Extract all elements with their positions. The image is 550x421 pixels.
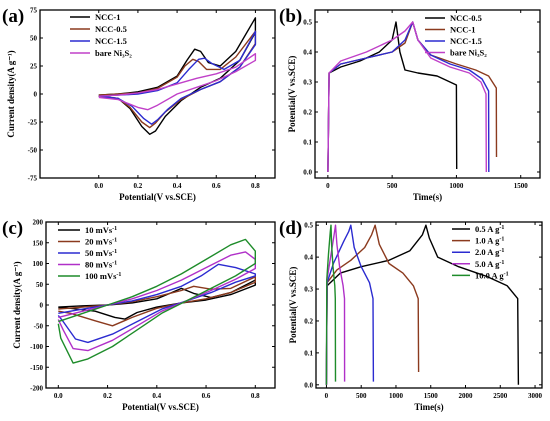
panel-c-series-line-5 (57, 238, 257, 364)
panel-c-y-tick-label: 0 (40, 302, 44, 310)
panel-c-y-tick-label: 150 (33, 239, 44, 247)
panel-c-y-tick-label: 50 (36, 281, 44, 289)
panel-b-y-tick-label: 0.1 (303, 139, 312, 147)
panel-d-y-tick-label: 0.0 (304, 381, 313, 389)
panel-b-y-tick-label: 0.4 (303, 49, 312, 57)
panel-a-legend-label-2: NCC-0.5 (95, 24, 127, 34)
panel-b-x-tick-label: 1500 (514, 182, 529, 190)
panel-c-y-tick-label: -200 (30, 385, 43, 393)
panel-a-y-tick-label: -50 (28, 147, 38, 155)
panel-b-legend-label-4: bare Ni₃S₂ (450, 48, 487, 58)
panel-c-x-tick-label: 0.8 (251, 392, 260, 400)
panel-a-x-tick-label: 0.6 (212, 182, 221, 190)
panel-a-legend-label-4: bare Ni₃S₂ (95, 48, 132, 58)
panel-d-legend-label-4: 5.0 A g-1 (475, 259, 504, 269)
panel-d-x-tick-label: 1000 (389, 392, 404, 400)
panel-a-legend-label-1: NCC-1 (95, 12, 121, 22)
panel-b-x-tick-label: 1000 (449, 182, 464, 190)
panel-d-x-tick-label: 2000 (459, 392, 474, 400)
panel-c-y-tick-label: -150 (30, 364, 43, 372)
panel-a-y-tick-label: -75 (28, 175, 38, 183)
panel-d-y-tick-label: 0.3 (304, 286, 313, 294)
panel-b-series-line-1 (327, 21, 458, 173)
panel-a-y-tick-label: 50 (30, 35, 38, 43)
panel-d-series-line-3 (325, 224, 375, 385)
panel-a-y-tick-label: 0 (34, 91, 38, 99)
panel-d-series-line-1 (325, 224, 520, 385)
panel-d-legend-label-3: 2.0 A g-1 (475, 247, 504, 257)
panel-b-x-tick-label: 0 (326, 182, 330, 190)
panel-d-legend-label-5: 10.0 A g-1 (475, 270, 509, 280)
panel-c-series-line-3 (57, 263, 257, 344)
panel-c-legend-label-5: 100 mVs-1 (85, 271, 121, 281)
panel-c-y-tick-label: 100 (33, 260, 44, 268)
panel-c-series-line-4 (57, 251, 257, 352)
panel-d-x-tick-label: 0 (325, 392, 329, 400)
panel-d-letter: (d) (279, 218, 302, 239)
panel-a-series-line-3 (98, 30, 257, 125)
panel-b-y-tick-label: 0.0 (303, 169, 312, 177)
panel-c-x-tick-label: 0.4 (152, 392, 161, 400)
panel-c-y-axis-title: Current density(A g⁻¹) (12, 261, 22, 348)
panel-b-letter: (b) (279, 6, 302, 27)
panel-b-legend-label-2: NCC-1 (450, 25, 476, 35)
panel-a-legend-label-3: NCC-1.5 (95, 36, 127, 46)
panel-d-series-line-5 (325, 224, 337, 385)
panel-a-series-line-1 (98, 17, 257, 136)
panel-c-y-tick-label: 200 (33, 219, 44, 227)
panel-b-y-tick-label: 0.5 (303, 19, 312, 27)
panel-a-x-tick-label: 0.0 (94, 182, 103, 190)
panel-c-x-tick-label: 0.2 (103, 392, 112, 400)
panel-c-y-tick-label: -100 (30, 343, 43, 351)
panel-d-y-tick-label: 0.5 (304, 222, 313, 230)
panel-b-legend-label-1: NCC-0.5 (450, 13, 482, 23)
panel-b-y-tick-label: 0.3 (303, 79, 312, 87)
panel-c-x-tick-label: 0.6 (202, 392, 211, 400)
panel-b-y-axis-title: Potential(V vs.SCE) (287, 56, 297, 133)
panel-d-plot-frame (315, 221, 543, 389)
panel-b-series-line-4 (327, 21, 487, 173)
panel-b-legend-label-3: NCC-1.5 (450, 36, 482, 46)
panel-d-x-tick-label: 500 (356, 392, 367, 400)
panel-b-y-tick-label: 0.2 (303, 109, 312, 117)
panel-a-y-tick-label: 25 (30, 63, 38, 71)
panel-c-legend-label-3: 50 mVs-1 (85, 248, 117, 258)
panel-a-series-line-4 (98, 53, 257, 111)
panel-b-plot-frame (314, 9, 541, 179)
panel-c-letter: (c) (2, 218, 23, 239)
panel-a-plot-frame (39, 9, 276, 179)
panel-a-y-axis-title: Current density(A g⁻¹) (6, 50, 16, 137)
panel-b-x-tick-label: 500 (387, 182, 398, 190)
panel-a-letter: (a) (2, 6, 24, 27)
panel-d-y-tick-label: 0.2 (304, 317, 313, 325)
panel-d-legend-label-2: 1.0 A g-1 (475, 236, 504, 246)
panel-a-y-tick-label: 75 (30, 7, 38, 15)
panel-c-x-tick-label: 0.0 (54, 392, 63, 400)
panel-d-y-tick-label: 0.1 (304, 349, 313, 357)
panel-c-legend-label-1: 10 mVs-1 (85, 225, 117, 235)
panel-a-x-tick-label: 0.4 (173, 182, 182, 190)
panel-d-x-tick-label: 1500 (424, 392, 439, 400)
panel-d-x-tick-label: 2500 (493, 392, 508, 400)
panel-a-x-tick-label: 0.8 (251, 182, 260, 190)
panel-c-x-axis-title: Potential(V vs.SCE) (122, 402, 199, 412)
panel-d-series-line-2 (325, 224, 420, 385)
panel-d-legend-label-1: 0.5 A g-1 (475, 224, 504, 234)
panel-c-legend-label-2: 20 mVs-1 (85, 237, 117, 247)
panel-d-y-axis-title: Potential(V vs.SCE) (288, 267, 298, 344)
panel-a-x-axis-title: Potential(V vs.SCE) (119, 192, 196, 202)
panel-d-series-line-4 (325, 224, 346, 385)
panel-c-series-line-2 (58, 276, 257, 327)
panel-d-y-tick-label: 0.4 (304, 254, 313, 262)
panel-a-y-tick-label: -25 (28, 119, 38, 127)
panel-c-plot-frame (45, 221, 276, 389)
panel-b-x-axis-title: Time(s) (413, 192, 442, 202)
panel-a-x-tick-label: 0.2 (134, 182, 143, 190)
panel-d-x-tick-label: 3000 (528, 392, 543, 400)
panel-c-y-tick-label: -50 (34, 322, 44, 330)
panel-c-legend-label-4: 80 mVs-1 (85, 260, 117, 270)
panel-d-x-axis-title: Time(s) (414, 402, 443, 412)
